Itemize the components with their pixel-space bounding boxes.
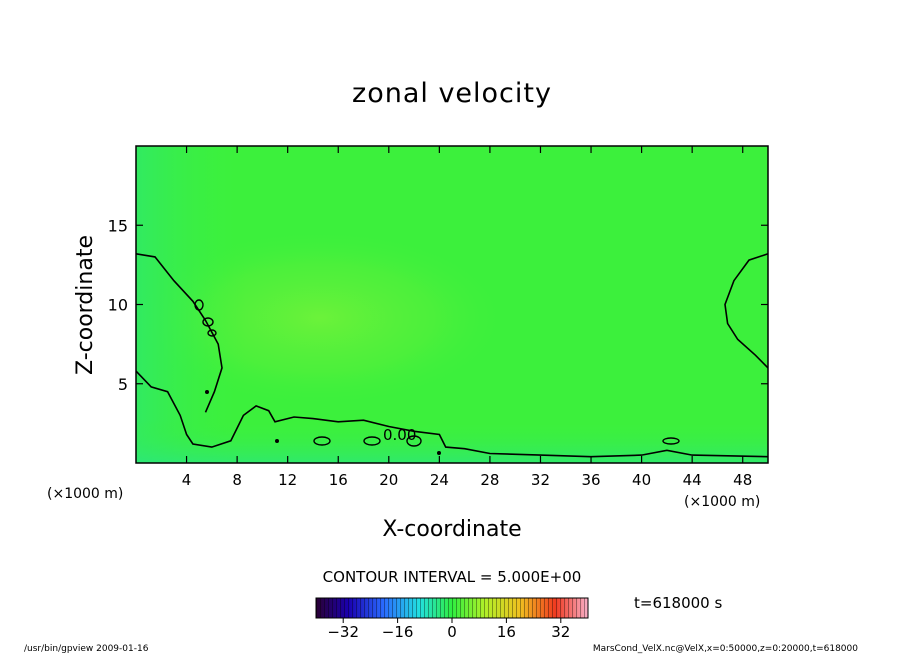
colorbar-tick-label: 16: [497, 623, 516, 641]
y-tick-label: 10: [108, 296, 128, 315]
contour-label: 0.00: [383, 426, 416, 444]
x-axis-label: X-coordinate: [382, 517, 521, 542]
small-contour-loops: [194, 299, 680, 455]
contour-line-zero-upper-left: [136, 253, 223, 413]
field-left-band: [136, 146, 246, 463]
y-axis: 5 10 15: [108, 216, 768, 394]
x-tick-label: 40: [632, 471, 651, 489]
colorbar-levels: [316, 598, 588, 618]
contour-interval-text: CONTOUR INTERVAL = 5.000E+00: [323, 568, 582, 586]
contour-line-zero-right-lobe: [724, 253, 768, 369]
time-text: t=618000 s: [634, 594, 722, 612]
colorbar-tick-label: −32: [327, 623, 359, 641]
contour-line-zero-lower: [136, 370, 768, 458]
x-tick-label: 4: [182, 471, 192, 489]
plot-area: 0.00: [136, 146, 768, 463]
x-unit-left: (×1000 m): [47, 486, 123, 502]
y-axis-label: Z-coordinate: [73, 235, 98, 375]
x-axis: 4 8 12 16 20 24 28 32 36 40 44 48: [182, 146, 752, 489]
x-tick-label: 24: [430, 471, 449, 489]
colorbar: −32 −16 0 16 32: [315, 597, 589, 641]
y-tick-label: 5: [118, 375, 128, 394]
footer-right: MarsCond_VelX.nc@VelX,x=0:50000,z=0:2000…: [593, 644, 858, 654]
x-tick-label: 44: [683, 471, 702, 489]
colorbar-tick-label: 0: [447, 623, 457, 641]
x-tick-label: 36: [581, 471, 600, 489]
x-tick-label: 32: [531, 471, 550, 489]
x-tick-label: 12: [278, 471, 297, 489]
chart-title: zonal velocity: [352, 78, 552, 109]
y-tick-label: 15: [108, 216, 128, 235]
x-tick-label: 16: [329, 471, 348, 489]
x-tick-label: 20: [379, 471, 398, 489]
colorbar-tick-label: −16: [382, 623, 414, 641]
x-tick-label: 48: [733, 471, 752, 489]
x-tick-label: 8: [232, 471, 242, 489]
x-tick-label: 28: [480, 471, 499, 489]
footer-left: /usr/bin/gpview 2009-01-16: [24, 644, 149, 654]
colorbar-tick-label: 32: [551, 623, 570, 641]
x-unit-right: (×1000 m): [684, 494, 760, 510]
